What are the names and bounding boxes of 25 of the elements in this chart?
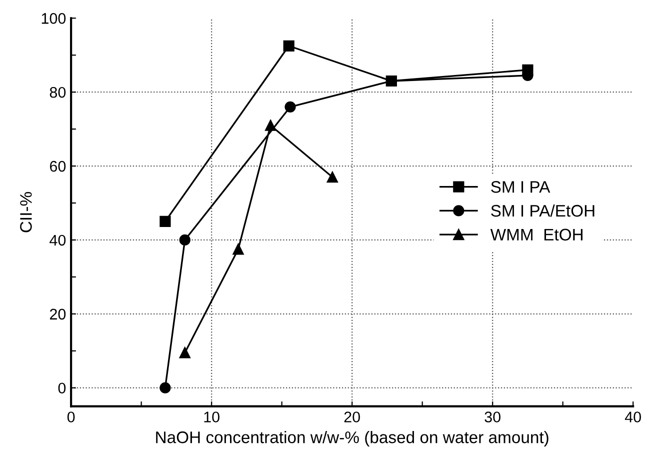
y-tick-label: 60 bbox=[50, 160, 66, 172]
x-tick-label: 20 bbox=[344, 412, 360, 422]
point bbox=[179, 234, 190, 246]
y-axis-title: CII-% bbox=[20, 192, 32, 232]
x-tick-label: 40 bbox=[624, 412, 641, 422]
legend-label: SM I PA bbox=[491, 181, 550, 193]
legend-label: WMM EtOH bbox=[490, 228, 582, 241]
y-tick-label: 0 bbox=[58, 382, 66, 394]
y-tick-label: 40 bbox=[50, 234, 66, 246]
y-tick-label: 100 bbox=[42, 13, 66, 24]
x-tick-label: 0 bbox=[67, 412, 75, 422]
legend-label: SM I PA/EtOH bbox=[491, 204, 594, 217]
y-tick-label: 80 bbox=[50, 86, 66, 98]
point bbox=[160, 216, 171, 228]
point bbox=[326, 172, 338, 183]
y-tick-label: 20 bbox=[50, 308, 66, 320]
point bbox=[179, 347, 190, 358]
point bbox=[265, 120, 276, 131]
point bbox=[284, 101, 296, 112]
point bbox=[283, 40, 294, 52]
point bbox=[232, 244, 244, 255]
point bbox=[160, 382, 171, 394]
x-tick-label: 30 bbox=[484, 412, 500, 422]
x-axis-title: NaOH concentration w/w-% (based on water amount) bbox=[156, 430, 548, 447]
x-tick-label: 10 bbox=[204, 412, 220, 422]
